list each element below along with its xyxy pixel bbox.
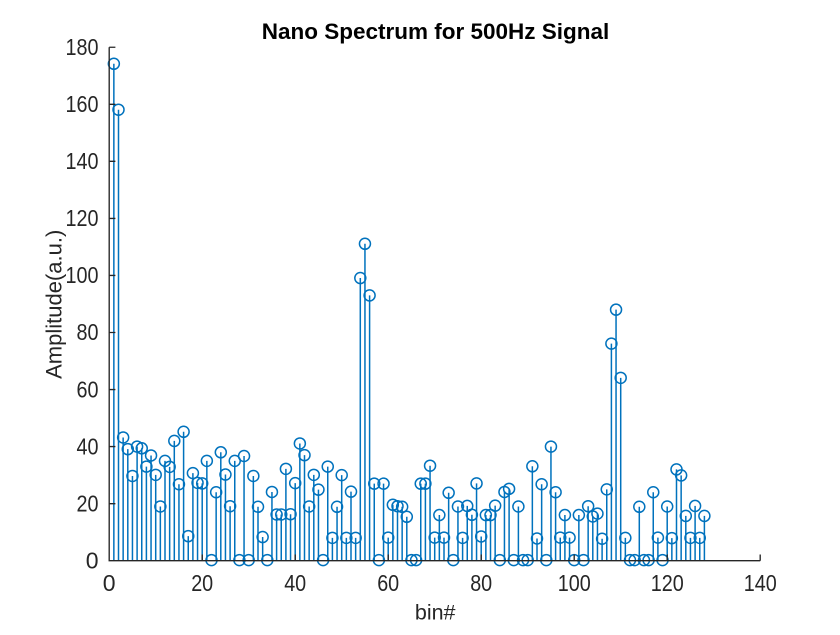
svg-text:140: 140 [66, 148, 99, 174]
svg-text:40: 40 [77, 433, 99, 459]
svg-text:160: 160 [66, 91, 99, 117]
svg-text:0: 0 [86, 547, 99, 573]
svg-text:120: 120 [651, 570, 684, 596]
svg-text:Amplitude(a.u.): Amplitude(a.u.) [42, 230, 67, 379]
svg-text:80: 80 [470, 570, 492, 596]
svg-text:100: 100 [558, 570, 591, 596]
svg-text:40: 40 [284, 570, 306, 596]
svg-text:120: 120 [66, 205, 99, 231]
svg-text:60: 60 [377, 570, 399, 596]
svg-text:20: 20 [77, 490, 99, 516]
svg-text:Nano Spectrum for 500Hz Signal: Nano Spectrum for 500Hz Signal [262, 19, 610, 44]
svg-text:180: 180 [66, 34, 99, 60]
svg-text:140: 140 [744, 570, 777, 596]
svg-text:80: 80 [77, 319, 99, 345]
svg-text:100: 100 [66, 262, 99, 288]
svg-text:bin#: bin# [415, 601, 456, 625]
svg-text:20: 20 [191, 570, 213, 596]
svg-text:60: 60 [77, 376, 99, 402]
svg-text:0: 0 [103, 570, 116, 596]
